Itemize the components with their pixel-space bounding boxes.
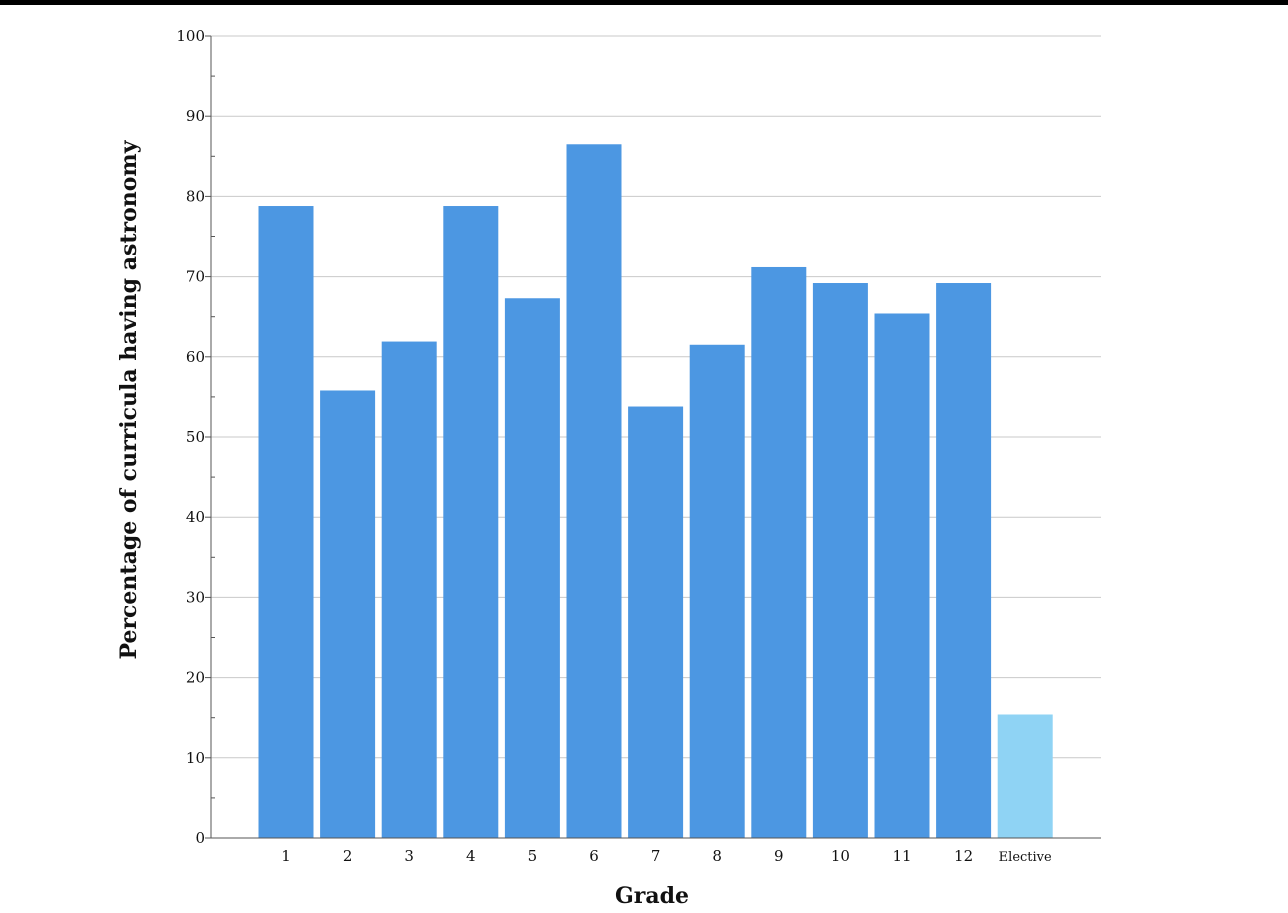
x-tick-label: 2	[343, 847, 353, 865]
x-tick-label: 8	[712, 847, 722, 865]
y-tick-label: 40	[186, 508, 205, 526]
bar-4	[443, 206, 499, 839]
bars	[258, 144, 1053, 839]
x-tick-label: 4	[466, 847, 476, 865]
bar-9	[751, 266, 807, 838]
y-tick-label: 80	[186, 187, 205, 205]
y-tick-label: 50	[186, 428, 205, 446]
bar-6	[566, 144, 622, 838]
bar-5	[504, 298, 560, 838]
x-tick-label: 5	[528, 847, 538, 865]
x-tick-label: 11	[892, 847, 911, 865]
x-tick-labels: 1 2 3 4 5 6 7 8 9 10 11 12 Elective	[281, 847, 1052, 865]
y-tick-label: 90	[186, 107, 205, 125]
bar-12	[936, 283, 992, 838]
y-tick-label: 30	[186, 588, 205, 606]
x-tick-label: 6	[589, 847, 599, 865]
bar-11	[874, 313, 930, 838]
chart-frame: 0 10 20 30 40 50 60 70 80 90 100 1 2 3 4 5 6 7 8 9 10 11 12 El…	[0, 5, 1288, 913]
bar-elective	[997, 714, 1053, 838]
x-tick-label: 1	[281, 847, 291, 865]
bar-2	[320, 390, 376, 838]
x-axis-title: Grade	[615, 883, 689, 909]
x-tick-label: 10	[831, 847, 850, 865]
bar-1	[258, 206, 314, 839]
y-tick-label: 100	[176, 27, 205, 45]
x-tick-label: 7	[651, 847, 661, 865]
y-axis-title: Percentage of curricula having astronomy	[116, 139, 142, 659]
minor-ticks	[211, 75, 215, 799]
y-tick-label: 0	[195, 829, 205, 847]
y-tick-label: 20	[186, 669, 205, 687]
x-tick-label: 12	[954, 847, 973, 865]
y-tick-label: 60	[186, 348, 205, 366]
y-tick-label: 10	[186, 749, 205, 767]
x-tick-label: Elective	[999, 850, 1052, 865]
bar-10	[812, 283, 868, 838]
bar-7	[628, 406, 684, 838]
x-tick-label: 9	[774, 847, 784, 865]
bar-3	[381, 341, 437, 838]
y-tick-label: 70	[186, 268, 205, 286]
y-tick-labels: 0 10 20 30 40 50 60 70 80 90 100	[176, 27, 205, 847]
bar-8	[689, 344, 745, 838]
x-tick-label: 3	[404, 847, 414, 865]
